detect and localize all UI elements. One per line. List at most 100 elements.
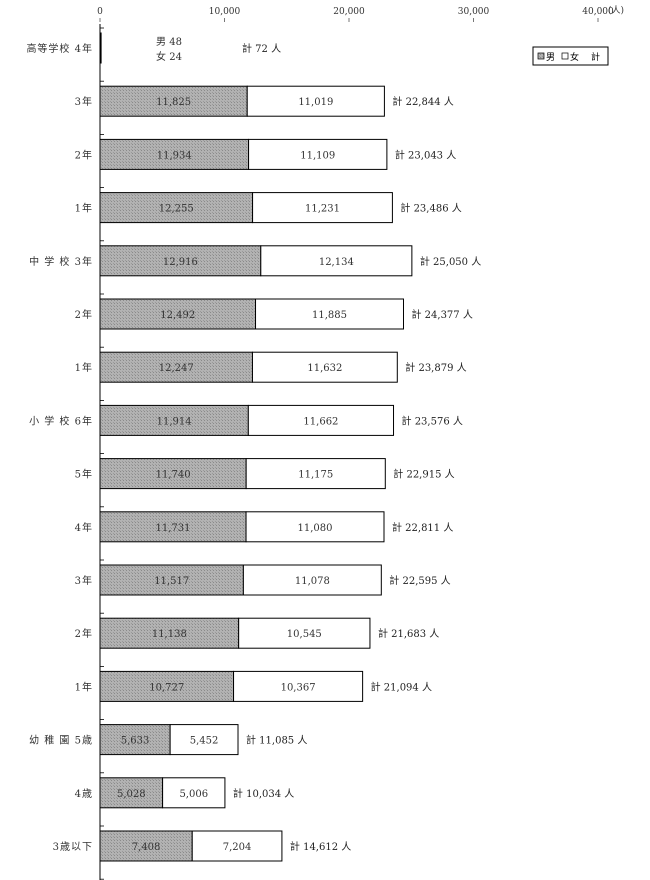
- total-label: 計 21,094 人: [371, 680, 432, 693]
- bar-male: [99, 564, 244, 596]
- total-label: 計 21,683 人: [378, 627, 439, 640]
- category-label: 3歳以下: [53, 841, 93, 853]
- female-value-label: 12,134: [319, 257, 354, 268]
- total-label: 計 11,085 人: [246, 734, 307, 747]
- bar-row: 4年 11,731 11,080 計 22,811 人: [75, 511, 453, 543]
- category-label: 中 学 校 3年: [29, 255, 93, 268]
- bar-row: 1年 12,247 11,632 計 23,879 人: [75, 351, 467, 383]
- bar-male: [99, 670, 235, 702]
- category-label: 4年: [75, 521, 93, 534]
- category-label: 2年: [75, 148, 93, 161]
- category-label: 4歳: [75, 788, 93, 800]
- male-value-label: 11,740: [156, 470, 191, 481]
- male-value-label: 11,517: [154, 576, 189, 587]
- category-label: 1年: [75, 680, 93, 693]
- legend-female-label: 女: [570, 51, 579, 63]
- male-value-label: 男 48: [156, 36, 182, 48]
- female-value-label: 11,080: [298, 523, 333, 534]
- category-label: 2年: [75, 627, 93, 640]
- bar-male: [99, 617, 240, 649]
- bar-female: [238, 617, 371, 649]
- legend-box: [532, 46, 609, 66]
- female-value-label: 10,367: [281, 682, 316, 693]
- female-value-label: 11,109: [300, 150, 335, 161]
- male-value-label: 11,934: [157, 150, 192, 161]
- total-label: 計 22,844 人: [392, 95, 453, 108]
- bar-female: [255, 298, 404, 330]
- bar-female: [245, 458, 386, 490]
- bar-female: [247, 404, 395, 436]
- female-value-label: 5,452: [190, 736, 219, 747]
- total-label: 計 25,050 人: [420, 255, 481, 268]
- x-axis-tick-label: 0: [97, 7, 103, 17]
- female-value-label: 5,006: [179, 789, 208, 800]
- total-label: 計 23,486 人: [400, 202, 461, 215]
- total-label: 計 23,576 人: [402, 414, 463, 427]
- male-value-label: 11,138: [152, 629, 187, 640]
- legend-male-swatch: [537, 52, 545, 60]
- bar-female: [162, 777, 226, 809]
- total-label: 計 22,811 人: [392, 521, 453, 534]
- bar-female: [246, 85, 385, 117]
- female-value-label: 11,078: [295, 576, 330, 587]
- male-value-label: 11,731: [156, 523, 191, 534]
- legend: 男 女 計: [532, 46, 609, 66]
- total-label: 計 23,879 人: [405, 361, 466, 374]
- x-axis-tick-label: 40,000: [582, 7, 614, 17]
- male-value-label: 12,916: [163, 257, 198, 268]
- bar-row: 4歳 5,028 5,006 計 10,034 人: [75, 777, 294, 809]
- female-value-label: 11,019: [298, 97, 333, 108]
- total-label: 計 10,034 人: [233, 787, 294, 800]
- category-label: 幼 稚 園 5歳: [29, 734, 93, 747]
- bar-row: 5年 11,740 11,175 計 22,915 人: [75, 458, 455, 490]
- bar-male: [99, 351, 253, 383]
- female-value-label: 10,545: [287, 629, 322, 640]
- bar-male: [99, 724, 171, 756]
- bar-female: [191, 830, 283, 862]
- female-value-label: 女 24: [156, 50, 182, 63]
- x-axis-tick-label: 30,000: [458, 7, 490, 17]
- female-value-label: 11,632: [307, 363, 342, 374]
- category-label: 5年: [75, 468, 93, 481]
- bar-female: [100, 32, 102, 64]
- male-value-label: 5,633: [121, 736, 150, 747]
- female-value-label: 7,204: [223, 842, 252, 853]
- bar-row: 幼 稚 園 5歳 5,633 5,452 計 11,085 人: [29, 724, 307, 756]
- male-value-label: 12,492: [160, 310, 195, 321]
- bar-row: 3年 11,517 11,078 計 22,595 人: [75, 564, 451, 596]
- bar-row: 1年 10,727 10,367 計 21,094 人: [75, 670, 432, 702]
- x-axis-unit-label: (人): [608, 5, 624, 16]
- total-label: 計 22,595 人: [389, 574, 450, 587]
- bar-male: [99, 458, 247, 490]
- total-label: 計 22,915 人: [393, 468, 454, 481]
- category-label: 1年: [75, 202, 93, 215]
- female-value-label: 11,175: [298, 470, 333, 481]
- legend-total-label: 計: [591, 51, 600, 63]
- bar-male: [99, 777, 164, 809]
- bar-male: [99, 511, 247, 543]
- category-label: 小 学 校 6年: [29, 414, 93, 427]
- bar-row: 高等学校 4年 男 48 女 24 計 72 人: [26, 32, 281, 64]
- male-value-label: 5,028: [117, 789, 146, 800]
- female-value-label: 11,885: [312, 310, 347, 321]
- male-value-label: 11,825: [156, 97, 191, 108]
- female-value-label: 11,662: [303, 416, 338, 427]
- bar-row: 2年 12,492 11,885 計 24,377 人: [75, 298, 473, 330]
- category-label: 3年: [75, 574, 93, 587]
- category-label: 2年: [75, 308, 93, 321]
- total-label: 計 23,043 人: [395, 148, 456, 161]
- bar-row: 3歳以下 7,408 7,204 計 14,612 人: [53, 830, 351, 862]
- bar-female: [248, 138, 388, 170]
- male-value-label: 7,408: [132, 842, 161, 853]
- bar-male: [99, 830, 193, 862]
- total-label: 計 24,377 人: [411, 308, 472, 321]
- bars: 高等学校 4年 男 48 女 24 計 72 人 3年 11,825 11,019 計 22,…: [26, 32, 481, 862]
- male-value-label: 12,247: [159, 363, 194, 374]
- bar-row: 3年 11,825 11,019 計 22,844 人: [75, 85, 454, 117]
- male-value-label: 10,727: [149, 682, 184, 693]
- legend-female-swatch: [561, 52, 569, 60]
- x-axis-tick-label: 10,000: [209, 7, 241, 17]
- bar-row: 2年 11,138 10,545 計 21,683 人: [75, 617, 439, 649]
- bar-female: [242, 564, 382, 596]
- total-label: 計 72 人: [242, 42, 281, 55]
